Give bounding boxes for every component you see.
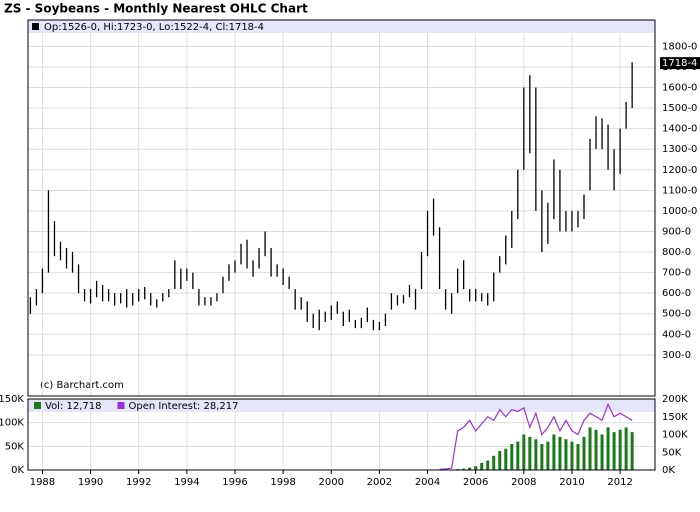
volume-bar (546, 441, 550, 470)
x-tick-label: 2010 (559, 477, 584, 488)
y-tick-label: 800-0 (662, 247, 691, 258)
y-tick-label: 700-0 (662, 268, 691, 279)
y-tick-label: 1800-0 (662, 41, 697, 52)
volume-bar (504, 448, 508, 470)
x-tick-label: 2004 (415, 477, 440, 488)
y-tick-label: 50K (5, 441, 25, 452)
volume-frame (27, 398, 656, 471)
volume-bar (606, 427, 610, 470)
volume-bar (570, 441, 574, 470)
volume-bar (480, 462, 484, 470)
volume-bar (486, 460, 490, 470)
y-tick-label: 1100-0 (662, 185, 697, 196)
volume-bar (618, 429, 622, 470)
x-tick-label: 1994 (174, 477, 199, 488)
y-tick-label: 400-0 (662, 329, 691, 340)
legend-swatch (34, 402, 41, 409)
price-frame (27, 19, 656, 397)
chart-title: ZS - Soybeans - Monthly Nearest OHLC Cha… (4, 2, 308, 16)
volume-bar (558, 436, 562, 470)
y-tick-label: 0K (11, 465, 24, 476)
volume-bar (552, 434, 556, 470)
volume-bar (600, 434, 604, 470)
y-tick-label: 1600-0 (662, 83, 697, 94)
volume-bar (516, 441, 520, 470)
x-tick-label: 1998 (270, 477, 295, 488)
header-icon (32, 23, 39, 30)
volume-bar (468, 467, 472, 470)
legend-swatch (117, 402, 125, 409)
volume-bar (588, 427, 592, 470)
volume-bar (540, 443, 544, 470)
header-text: Op:1526-0, Hi:1723-0, Lo:1522-4, Cl:1718… (44, 22, 264, 33)
y-tick-label: 1400-0 (662, 124, 697, 135)
x-tick-label: 1988 (30, 477, 55, 488)
watermark: (c) Barchart.com (40, 380, 124, 391)
volume-bar (510, 443, 514, 470)
volume-bar (528, 436, 532, 470)
x-tick-label: 2000 (319, 477, 344, 488)
legend-label: Vol: 12,718 (45, 401, 102, 412)
volume-bar (624, 427, 628, 470)
y2-tick-label: 200K (662, 394, 688, 405)
y-tick-label: 1200-0 (662, 165, 697, 176)
volume-bar (612, 432, 616, 470)
y2-tick-label: 100K (662, 430, 688, 441)
volume-bar (498, 451, 502, 470)
y-tick-label: 500-0 (662, 309, 691, 320)
volume-bar (594, 429, 598, 470)
oi-line (439, 402, 633, 470)
x-tick-label: 2006 (463, 477, 488, 488)
last-price-box (660, 57, 700, 70)
x-tick-label: 2008 (511, 477, 536, 488)
y-tick-label: 600-0 (662, 288, 691, 299)
y2-tick-label: 0K (662, 465, 675, 476)
volume-bar (462, 468, 466, 470)
header-band (28, 20, 655, 33)
volume-bar (474, 466, 478, 470)
y2-tick-label: 50K (662, 447, 682, 458)
volume-bar (492, 455, 496, 470)
x-tick-label: 2002 (367, 477, 392, 488)
volume-bar (564, 439, 568, 470)
y-tick-label: 1500-0 (662, 103, 697, 114)
x-tick-label: 1990 (78, 477, 103, 488)
y-tick-label: 150K (0, 394, 24, 405)
last-price-label: 1718-4 (662, 58, 697, 69)
volume-bar (576, 443, 580, 470)
x-tick-label: 1996 (222, 477, 247, 488)
volume-bar (630, 432, 634, 470)
marks (29, 62, 634, 470)
y-tick-label: 100K (0, 418, 24, 429)
y-tick-label: 300-0 (662, 350, 691, 361)
y2-tick-label: 150K (662, 412, 688, 423)
volume-bar (534, 439, 538, 470)
legend-label: Open Interest: 28,217 (129, 401, 239, 412)
volume-bar (582, 436, 586, 470)
x-tick-label: 1992 (126, 477, 151, 488)
x-tick-label: 2012 (607, 477, 632, 488)
y-tick-label: 1000-0 (662, 206, 697, 217)
y-tick-label: 900-0 (662, 226, 691, 237)
y-tick-label: 1300-0 (662, 144, 697, 155)
legend-band (28, 399, 655, 412)
volume-bar (522, 434, 526, 470)
